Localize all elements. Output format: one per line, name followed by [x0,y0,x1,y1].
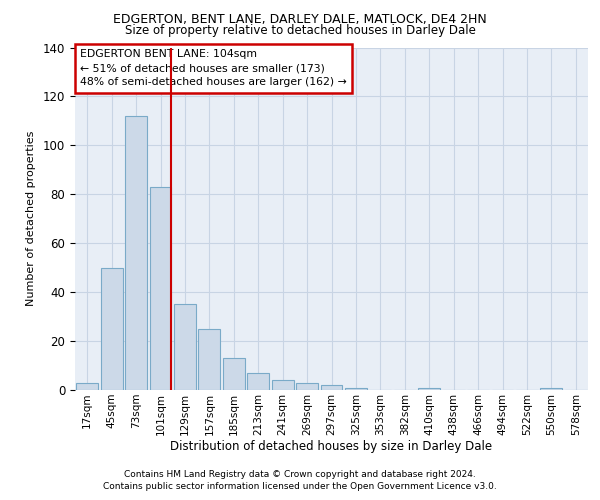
Text: Size of property relative to detached houses in Darley Dale: Size of property relative to detached ho… [125,24,475,37]
Bar [199,329,220,390]
Text: EDGERTON BENT LANE: 104sqm
← 51% of detached houses are smaller (173)
48% of sem: EDGERTON BENT LANE: 104sqm ← 51% of deta… [80,49,347,87]
Bar [345,388,367,390]
Bar [418,388,440,390]
Text: Contains public sector information licensed under the Open Government Licence v3: Contains public sector information licen… [103,482,497,491]
Bar [296,382,318,390]
X-axis label: Distribution of detached houses by size in Darley Dale: Distribution of detached houses by size … [170,440,493,454]
Bar [223,358,245,390]
Text: EDGERTON, BENT LANE, DARLEY DALE, MATLOCK, DE4 2HN: EDGERTON, BENT LANE, DARLEY DALE, MATLOC… [113,12,487,26]
Text: Contains HM Land Registry data © Crown copyright and database right 2024.: Contains HM Land Registry data © Crown c… [124,470,476,479]
Bar [247,373,269,390]
Bar [272,380,293,390]
Bar [320,385,343,390]
Bar [541,388,562,390]
Bar [101,268,122,390]
Bar [125,116,147,390]
Bar [149,187,172,390]
Y-axis label: Number of detached properties: Number of detached properties [26,131,36,306]
Bar [76,382,98,390]
Bar [174,304,196,390]
